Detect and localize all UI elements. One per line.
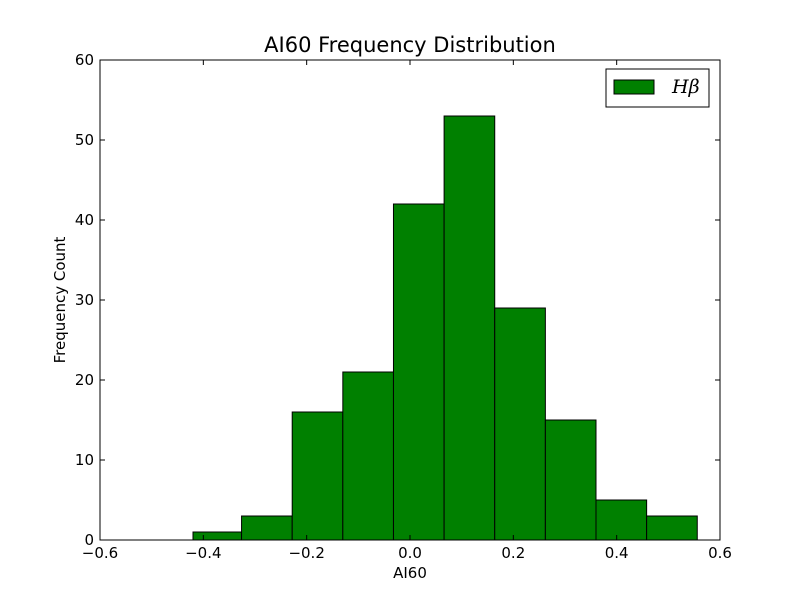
legend: Hβ	[605, 68, 710, 108]
y-tick-label: 0	[84, 531, 94, 549]
histogram-bar	[291, 411, 344, 541]
chart-title: AI60 Frequency Distribution	[264, 33, 556, 57]
plot-frame	[99, 59, 721, 541]
ticks-group: −0.6 −0.4 −0.2 0.0 0.2 0.4 0.6 0 10 20 30 40 50 60	[75, 51, 732, 562]
x-tick-label: −0.2	[288, 544, 324, 562]
legend-label: Hβ	[671, 76, 700, 98]
histogram-bar	[443, 115, 496, 541]
x-axis-label: AI60	[393, 564, 427, 582]
legend-swatch	[613, 79, 655, 95]
x-tick-label: 0.6	[708, 544, 732, 562]
x-tick-label: −0.6	[82, 544, 118, 562]
x-tick-label: 0.2	[501, 544, 525, 562]
y-tick-label: 20	[75, 371, 94, 389]
histogram-bar	[595, 499, 648, 541]
y-tick-label: 30	[75, 291, 94, 309]
y-tick-label: 40	[75, 211, 94, 229]
y-tick-label: 60	[75, 51, 94, 69]
y-tick-label: 10	[75, 451, 94, 469]
histogram-bar	[392, 203, 445, 541]
histogram-bar	[544, 419, 597, 541]
y-axis-label: Frequency Count	[51, 236, 69, 363]
histogram-bar	[646, 515, 698, 541]
histogram-bar	[241, 515, 293, 541]
x-tick-label: 0.0	[398, 544, 422, 562]
histogram-bar	[192, 531, 243, 541]
histogram-bar	[342, 371, 394, 541]
x-tick-label: 0.4	[605, 544, 629, 562]
bars-group	[192, 115, 698, 541]
x-tick-label: −0.4	[185, 544, 221, 562]
histogram-bar	[494, 307, 546, 541]
y-tick-label: 50	[75, 131, 94, 149]
